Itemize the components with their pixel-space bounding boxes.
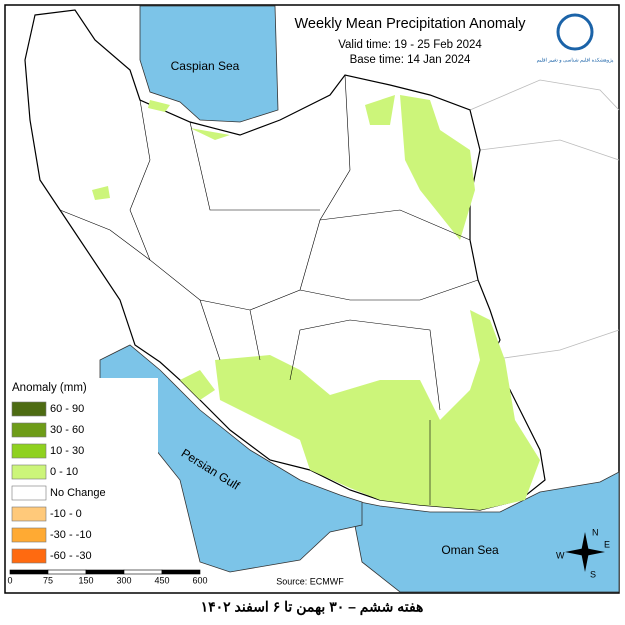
legend-label: 30 - 60 xyxy=(50,424,84,436)
scale-segment xyxy=(161,569,201,575)
compass-e: E xyxy=(604,539,610,549)
map-title: Weekly Mean Precipitation Anomaly xyxy=(294,16,526,32)
legend-label: No Change xyxy=(50,487,106,499)
caspian-sea xyxy=(139,5,279,123)
compass-w: W xyxy=(556,550,565,560)
sea-label: Oman Sea xyxy=(441,543,499,557)
legend-label: -30 - -10 xyxy=(50,529,92,541)
legend-title: Anomaly (mm) xyxy=(12,382,87,394)
persian-gulf xyxy=(99,344,363,573)
scale-label: 300 xyxy=(116,575,131,585)
logo-text: پژوهشکده اقلیم شناسی و تغییر اقلیم xyxy=(537,57,614,63)
legend-swatch xyxy=(11,422,47,438)
scale-segment xyxy=(123,569,163,575)
neighbors xyxy=(469,79,620,361)
compass-n: N xyxy=(592,527,599,537)
scale-segment xyxy=(47,569,87,575)
scale-label: 450 xyxy=(154,575,169,585)
legend-swatch xyxy=(11,485,47,501)
sea-label: Caspian Sea xyxy=(171,59,240,73)
compass-s: S xyxy=(590,569,596,579)
province-borders xyxy=(59,74,479,505)
scale-label: 0 xyxy=(7,575,12,585)
source: Source: ECMWF xyxy=(276,576,344,586)
legend-swatch xyxy=(11,548,47,564)
scale-label: 150 xyxy=(78,575,93,585)
base-time: Base time: 14 Jan 2024 xyxy=(350,54,471,66)
legend-label: 0 - 10 xyxy=(50,466,78,478)
legend-swatch xyxy=(11,527,47,543)
scale-segment xyxy=(85,569,125,575)
legend-label: -10 - 0 xyxy=(50,508,82,520)
caption: هفته ششم – ۳۰ بهمن تا ۶ اسفند ۱۴۰۲ xyxy=(201,599,424,616)
legend-label: -60 - -30 xyxy=(50,550,92,562)
legend-swatch xyxy=(11,401,47,417)
valid-time: Valid time: 19 - 25 Feb 2024 xyxy=(338,39,482,51)
legend-swatch xyxy=(11,443,47,459)
oman-sea xyxy=(349,471,620,593)
legend-swatch xyxy=(11,464,47,480)
scale-segment xyxy=(9,569,49,575)
anomaly-areas xyxy=(92,95,540,510)
compass: N E S W xyxy=(556,527,610,579)
legend-label: 60 - 90 xyxy=(50,403,84,415)
legend: Anomaly (mm) 60 - 90 30 - 60 10 - 30 0 - 10… xyxy=(8,378,158,568)
logo xyxy=(556,13,594,51)
scale-label: 600 xyxy=(192,575,207,585)
scale-label: 75 xyxy=(43,575,53,585)
legend-swatch xyxy=(11,506,47,522)
scale-bar: 0 75 150 300 450 600 xyxy=(7,569,208,585)
legend-label: 10 - 30 xyxy=(50,445,84,457)
